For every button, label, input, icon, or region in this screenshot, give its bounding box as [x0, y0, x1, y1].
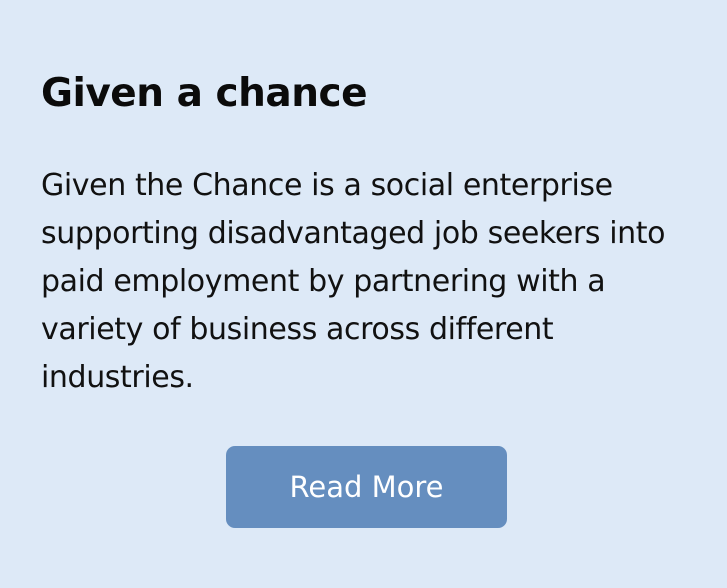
card-title: Given a chance [41, 71, 368, 116]
read-more-button[interactable]: Read More [226, 446, 507, 528]
read-more-button-label: Read More [289, 470, 444, 504]
card-description: Given the Chance is a social enterprise … [41, 168, 666, 395]
